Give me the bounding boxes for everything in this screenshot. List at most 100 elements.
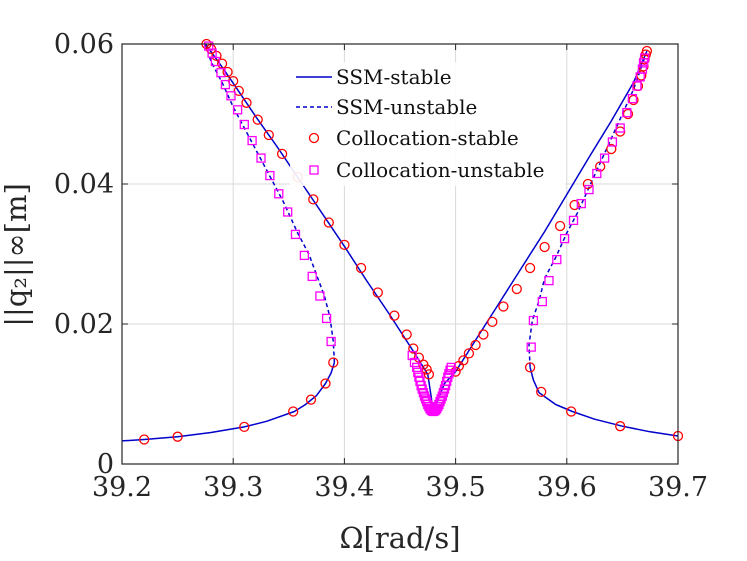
collocation-stable-point-24 [389, 310, 400, 321]
x-tick-label: 39.6 [537, 472, 597, 503]
legend-marker-circle [308, 132, 320, 144]
x-tick-label: 39.7 [648, 472, 708, 503]
collocation-unstable-point-39 [407, 350, 417, 361]
collocation-unstable-point-16 [315, 291, 325, 301]
collocation-unstable-point-2 [210, 56, 221, 67]
collocation-unstable-point-29 [599, 153, 610, 163]
legend: SSM-stable SSM-unstable Collocation-stab… [290, 62, 565, 186]
collocation-unstable-point-8 [247, 135, 257, 146]
collocation-stable-point-58 [566, 406, 577, 417]
collocation-unstable-point-4 [220, 79, 231, 90]
collocation-stable-point-17 [276, 148, 288, 160]
x-tick-label: 39.5 [426, 472, 486, 503]
collocation-stable-point-2 [239, 421, 250, 433]
collocation-unstable-point-72 [446, 362, 456, 373]
collocation-stable-point-5 [320, 378, 331, 389]
collocation-unstable-point-17 [321, 313, 332, 324]
plot-area [121, 38, 684, 445]
collocation-stable-point-22 [355, 262, 367, 274]
collocation-stable-point-42 [554, 220, 566, 232]
collocation-unstable-point-36 [637, 64, 648, 74]
collocation-stable-point-33 [458, 355, 469, 366]
collocation-unstable-point-19 [526, 342, 536, 352]
collocation-unstable-point-62 [435, 397, 445, 407]
collocation-stable-point-38 [498, 301, 509, 312]
collocation-stable-point-59 [615, 421, 626, 432]
legend-label-ssm-stable: SSM-stable [336, 65, 452, 89]
collocation-stable-point-55 [641, 45, 653, 57]
collocation-unstable-point-18 [326, 336, 336, 347]
legend-label-collocation-stable: Collocation-stable [336, 126, 519, 150]
collocation-stable-point-20 [323, 217, 334, 228]
collocation-unstable-point-5 [226, 91, 236, 101]
x-axis-label: Ω[rad/s] [339, 521, 460, 555]
collocation-stable-point-41 [539, 241, 550, 253]
collocation-unstable-point-41 [412, 362, 422, 373]
collocation-unstable-point-34 [632, 81, 642, 91]
collocation-unstable-point-13 [290, 229, 301, 240]
collocation-stable-point-44 [582, 178, 594, 190]
collocation-unstable-point-27 [584, 184, 594, 195]
collocation-stable-point-0 [139, 434, 150, 445]
collocation-unstable-point-38 [639, 53, 650, 63]
legend-box [290, 62, 565, 186]
ticks: 39.2 39.3 39.4 39.5 39.6 39.7 0 0.02 0.04 0.06 [54, 29, 708, 503]
x-axis-label-text: Ω[rad/s] [339, 521, 460, 555]
collocation-stable-point-16 [263, 129, 274, 141]
collocation-stable-point-3 [288, 406, 299, 417]
collocation-unstable-point-32 [622, 107, 632, 118]
collocation-unstable-point-14 [299, 250, 310, 261]
collocation-unstable-point-6 [232, 105, 243, 115]
collocation-unstable-point-40 [409, 357, 420, 368]
collocation-stable-point-15 [252, 114, 263, 125]
collocation-unstable-point-23 [552, 254, 562, 265]
collocation-stable-point-48 [622, 108, 634, 120]
legend-label-ssm-unstable: SSM-unstable [336, 95, 477, 119]
collocation-unstable-point-20 [528, 315, 539, 326]
collocation-stable-point-21 [339, 239, 350, 251]
collocation-stable-point-46 [606, 143, 617, 155]
ssm-stable-line-segment-3 [529, 367, 679, 437]
x-tick-label: 39.4 [314, 472, 374, 503]
collocation-unstable-point-9 [256, 153, 266, 163]
collocation-unstable-point-25 [568, 215, 579, 226]
y-tick-label: 0.04 [54, 169, 114, 200]
collocation-stable-point-56 [524, 362, 536, 373]
collocation-unstable-point-42 [413, 367, 423, 377]
x-tick-label: 39.2 [92, 472, 152, 503]
collocation-stable-point-11 [222, 66, 233, 78]
collocation-unstable-point-12 [283, 207, 293, 217]
y-tick-label: 0.02 [54, 309, 114, 340]
y-tick-label: 0 [97, 449, 114, 480]
collocation-stable-point-19 [308, 194, 319, 205]
ssm-unstable-line-segment-0 [204, 43, 336, 363]
collocation-unstable-point-37 [638, 58, 649, 68]
y-axis-label: ||q₂||∞[m] [0, 183, 33, 327]
collocation-unstable-point-11 [274, 189, 284, 199]
collocation-stable-point-37 [487, 316, 498, 328]
collocation-stable-point-14 [241, 97, 252, 108]
collocation-stable-point-40 [524, 262, 536, 274]
collocation-stable-point-1 [172, 431, 183, 442]
collocation-unstable-point-21 [537, 296, 547, 307]
collocation-stable-point-26 [408, 343, 419, 354]
collocation-stable-point-34 [463, 348, 475, 359]
collocation-unstable-point-33 [627, 93, 638, 104]
collocation-unstable-point-28 [592, 168, 602, 179]
collocation-stable-point-13 [233, 85, 244, 97]
y-tick-label: 0.06 [54, 29, 114, 60]
collocation-unstable-point-24 [559, 233, 570, 244]
legend-label-collocation-unstable: Collocation-unstable [336, 158, 544, 182]
collocation-unstable-point-22 [544, 275, 554, 286]
collocation-unstable-point-71 [445, 365, 455, 375]
collocation-stable-point-43 [569, 199, 580, 211]
collocation-stable-point-36 [478, 329, 489, 340]
collocation-stable-point-6 [328, 357, 339, 368]
collocation-unstable-point-31 [615, 123, 625, 133]
x-tick-label: 39.3 [203, 472, 263, 503]
y-axis-label-text: ||q₂||∞[m] [0, 183, 33, 327]
collocation-stable-point-57 [536, 386, 547, 398]
collocation-stable-point-25 [401, 329, 412, 340]
collocation-unstable-point-30 [607, 137, 618, 147]
